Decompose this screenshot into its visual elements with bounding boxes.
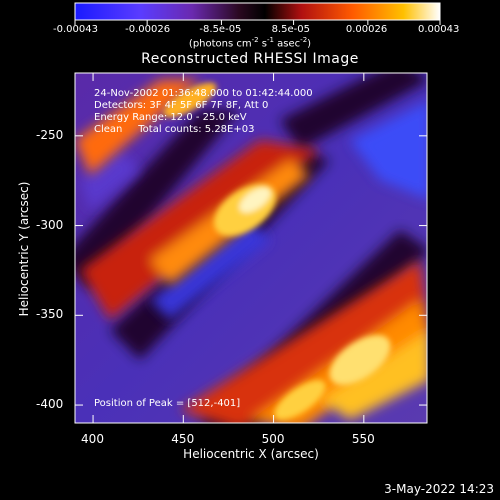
colorbar-tick-label: 0.00043	[418, 24, 460, 35]
colorbar-tick-label: -0.00026	[125, 24, 171, 35]
y-tick-label: -250	[36, 127, 64, 142]
heatmap-image	[75, 73, 427, 423]
colorbar-tick-label: 0.00026	[345, 24, 388, 35]
x-tick-label: 500	[261, 432, 285, 446]
chart-title: Reconstructed RHESSI Image	[141, 51, 359, 67]
x-tick-label: 450	[171, 432, 195, 446]
colorbar-tick-label: -8.5e-05	[199, 24, 242, 35]
x-tick-label: 550	[351, 432, 375, 446]
annotation-detectors: Detectors: 3F 4F 5F 6F 7F 8F, Att 0	[94, 100, 269, 111]
colorbar-units: (photons cm-2 s-1 asec-2)	[188, 36, 312, 50]
y-axis-label: Heliocentric Y (arcsec)	[17, 181, 31, 317]
colorbar-gradient	[74, 2, 441, 21]
annotation-time: 24-Nov-2002 01:36:48.000 to 01:42:44.000	[94, 88, 313, 99]
x-axis-label: Heliocentric X (arcsec)	[183, 447, 319, 461]
colorbar-tick-label: 8.5e-05	[271, 24, 310, 35]
annotation-energy: Energy Range: 12.0 - 25.0 keV	[94, 112, 247, 123]
y-tick-label: -300	[36, 217, 64, 232]
colorbar-tick-label: -0.00043	[53, 24, 98, 35]
y-tick-label: -400	[36, 397, 64, 412]
annotation-clean: Clean Total counts: 5.28E+03	[94, 124, 255, 135]
footer-date: 3-May-2022 14:23	[384, 482, 494, 496]
x-tick-label: 400	[81, 432, 104, 446]
annotation-peak: Position of Peak = [512,-401]	[94, 398, 241, 409]
axis-ticks	[75, 73, 427, 423]
plot-frame	[74, 72, 428, 424]
y-tick-label: -350	[36, 307, 64, 322]
